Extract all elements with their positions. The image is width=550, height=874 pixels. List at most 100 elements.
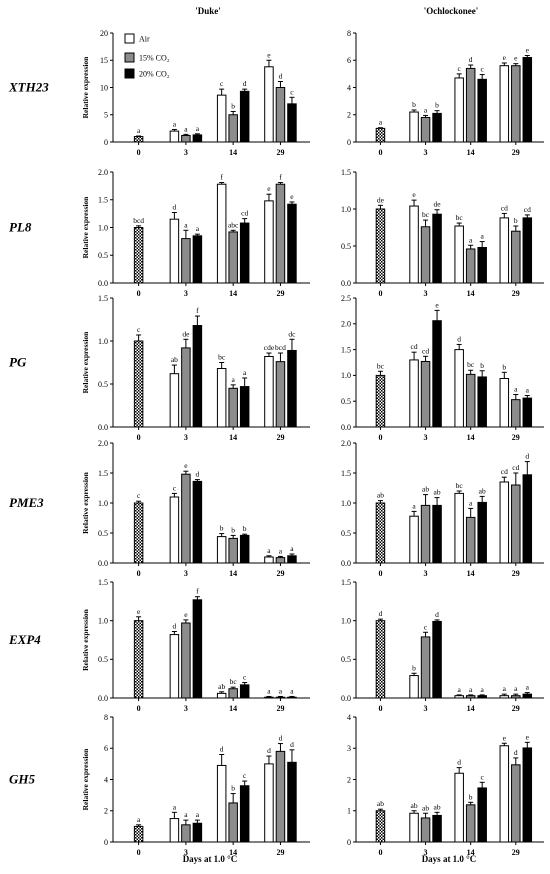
x-tick-label: 29 (512, 848, 520, 857)
bar-20-co-day-29 (287, 349, 297, 428)
significance-letter: b (480, 361, 484, 370)
x-tick-label: 29 (276, 289, 284, 298)
column-title-duke: 'Duke' (195, 6, 221, 16)
bar-15-co-day-29 (511, 230, 521, 284)
bar-air-day-3 (169, 634, 180, 699)
bar-air-day-14 (454, 772, 464, 843)
bar-air-day-3 (409, 205, 419, 284)
bar-15-co-day-3 (181, 134, 191, 143)
significance-letter: c (173, 483, 177, 492)
bar-15-co-day-14 (228, 688, 238, 699)
significance-letter: c (481, 772, 485, 781)
significance-letter: e (435, 300, 439, 309)
x-tick-label: 14 (467, 704, 475, 713)
bar-air-day-14 (216, 764, 227, 843)
x-tick-label: 29 (276, 704, 284, 713)
x-tick-label: 29 (512, 704, 520, 713)
gene-label: XTH23 (8, 80, 49, 95)
bar-15-co-day-14 (465, 248, 476, 284)
significance-letter: a (137, 815, 141, 824)
significance-letter: a (184, 124, 188, 133)
x-tick-label: 0 (137, 848, 141, 857)
significance-letter: b (220, 524, 224, 533)
significance-letter: d (435, 610, 439, 619)
bar-20-co-day-3 (192, 599, 203, 699)
y-tick-label: 2.5 (341, 294, 351, 303)
bar-air-day-29 (264, 355, 274, 428)
significance-letter: b (412, 100, 416, 109)
significance-letter: e (412, 190, 416, 199)
y-tick-label: 0 (104, 138, 108, 147)
bar-20-co-day-3 (432, 213, 442, 284)
bar-air-day-0 (133, 825, 144, 843)
y-tick-label: 0.0 (98, 694, 108, 703)
bar-15-co-day-3 (181, 824, 191, 843)
significance-letter: e (184, 610, 188, 619)
significance-letter: a (184, 220, 188, 229)
y-tick-label: 2.0 (341, 439, 351, 448)
significance-letter: d (267, 746, 271, 755)
gene-label: GH5 (9, 772, 36, 787)
gene-label: PL8 (9, 220, 32, 235)
significance-letter: c (243, 673, 247, 682)
significance-letter: a (196, 224, 200, 233)
bar-20-co-day-14 (239, 90, 250, 143)
significance-letter: c (481, 65, 485, 74)
significance-letter: a (279, 686, 283, 695)
significance-letter: d (279, 734, 283, 743)
bar-air-day-3 (409, 359, 419, 428)
bar-15-co-day-3 (181, 473, 191, 564)
y-axis-label: Relative expression (81, 471, 90, 534)
y-tick-label: 0.5 (341, 397, 351, 406)
significance-letter: a (469, 235, 473, 244)
bar-15-co-day-29 (511, 764, 521, 843)
significance-letter: b (502, 362, 506, 371)
x-tick-label: 14 (467, 569, 475, 578)
bar-20-co-day-29 (287, 761, 297, 843)
panel-pme3-duke: 0.0 0.5 1.0 1.5 2.0 Relative expression PME3 0 c… (9, 439, 310, 578)
bar-air-day-0 (375, 810, 386, 843)
bar-air-day-0 (133, 620, 144, 699)
significance-letter: ab (422, 485, 429, 494)
significance-letter: a (469, 685, 473, 694)
significance-letter: e (267, 50, 271, 59)
x-tick-label: 0 (137, 704, 141, 713)
bar-20-co-day-14 (477, 246, 487, 284)
bar-15-co-day-14 (228, 114, 238, 143)
significance-letter: d (379, 609, 383, 618)
bar-20-co-day-29 (522, 217, 533, 284)
y-tick-label: 0 (347, 138, 351, 147)
y-tick-label: 0 (347, 838, 351, 847)
significance-letter: c (137, 491, 141, 500)
bar-20-co-day-29 (522, 474, 533, 564)
bar-20-co-day-14 (239, 222, 250, 284)
x-tick-label: 0 (137, 433, 141, 442)
significance-letter: ab (377, 491, 384, 500)
significance-letter: f (196, 587, 199, 596)
x-tick-label: 0 (378, 848, 382, 857)
y-tick-label: 1.0 (98, 223, 108, 232)
y-axis-label: Relative expression (81, 56, 90, 119)
x-tick-label: 14 (229, 569, 237, 578)
x-tick-label: 14 (467, 848, 475, 857)
x-axis-label-ochlockonee: Days at 1.0 °C (422, 854, 477, 864)
bar-air-day-0 (375, 374, 386, 428)
significance-letter: b (514, 216, 518, 225)
significance-letter: c (424, 622, 428, 631)
y-tick-label: 2.0 (341, 320, 351, 329)
x-tick-label: 3 (184, 433, 188, 442)
x-tick-label: 3 (184, 704, 188, 713)
x-tick-label: 14 (467, 289, 475, 298)
y-tick-label: 0.5 (98, 655, 108, 664)
significance-letter: c (290, 87, 294, 96)
legend: Air 15% CO₂ 20% CO₂ (124, 33, 170, 79)
y-tick-label: 1.0 (98, 499, 108, 508)
bar-air-day-29 (499, 217, 510, 284)
significance-letter: cd (241, 209, 248, 218)
bar-15-co-day-14 (228, 537, 238, 564)
bar-air-day-0 (133, 136, 144, 143)
significance-letter: ab (479, 486, 486, 495)
bar-20-co-day-14 (239, 386, 250, 428)
